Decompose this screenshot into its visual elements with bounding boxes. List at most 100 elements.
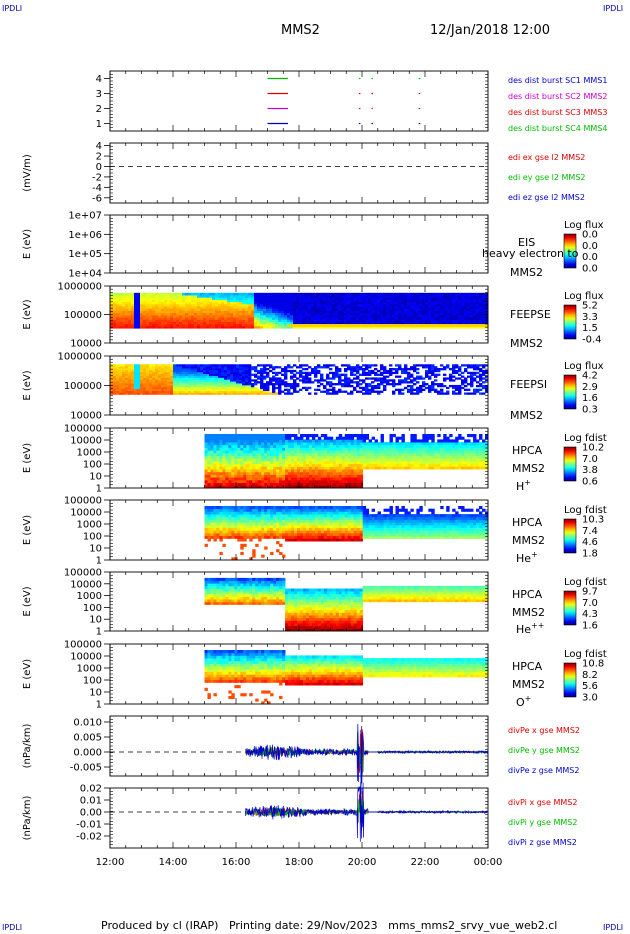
spectrogram-cell xyxy=(137,303,141,307)
spectrogram-cell xyxy=(242,314,246,318)
spectrogram-cell xyxy=(233,299,237,303)
spectrogram-cell xyxy=(267,442,271,446)
spectrogram-cell xyxy=(218,312,222,316)
spectrogram-cell xyxy=(276,444,280,448)
spectrogram-cell xyxy=(255,485,259,489)
spectrogram-cell xyxy=(413,388,417,391)
spectrogram-cell xyxy=(305,312,309,316)
spectrogram-cell xyxy=(350,450,355,454)
spectrogram-cell xyxy=(338,321,342,325)
spectrogram-cell xyxy=(263,371,267,375)
spectrogram-cell xyxy=(425,369,429,373)
spectrogram-cell xyxy=(350,371,354,375)
spectrogram-cell xyxy=(431,325,435,329)
spectrogram-cell xyxy=(275,303,279,307)
spectrogram-cell xyxy=(242,375,246,378)
spectrogram-cell xyxy=(263,317,267,320)
spectrogram-cell xyxy=(125,392,129,395)
spectrogram-cell xyxy=(278,381,282,384)
spectrogram-cell xyxy=(242,390,246,393)
spectrogram-cell xyxy=(464,368,468,371)
spectrogram-cell xyxy=(326,297,330,300)
spectrogram-cell xyxy=(158,388,162,391)
spectrogram-cell xyxy=(164,323,168,327)
spectrogram-cell xyxy=(206,317,210,320)
spectrogram-cell xyxy=(464,377,468,380)
spectrogram-cell xyxy=(234,452,238,456)
spectrogram-cell xyxy=(416,301,420,305)
spectrogram-cell xyxy=(317,319,321,322)
spectrogram-cell xyxy=(218,303,222,307)
spectrogram-cell xyxy=(119,371,123,375)
spectrogram-cell xyxy=(407,301,411,305)
spectrogram-cell xyxy=(161,366,165,369)
spectrogram-cell xyxy=(155,368,159,371)
spectrogram-cell xyxy=(164,301,168,305)
spectrogram-cell xyxy=(368,377,372,380)
spectrogram-cell xyxy=(209,364,213,367)
spectrogram-cell xyxy=(305,444,310,448)
spectrogram-cell xyxy=(254,381,258,384)
spectrogram-cell xyxy=(467,319,471,322)
spectrogram-cell xyxy=(317,295,321,298)
spectrogram-cell xyxy=(374,319,378,322)
spectrogram-cell xyxy=(251,379,255,382)
spectrogram-cell xyxy=(158,373,162,376)
spectrogram-cell xyxy=(206,381,210,384)
spectrogram-cell xyxy=(231,479,235,483)
spectrogram-cell xyxy=(290,383,294,386)
spectrogram-cell xyxy=(230,364,234,367)
spectrogram-cell xyxy=(158,377,162,380)
spectrogram-cell xyxy=(251,314,255,318)
spectrogram-cell xyxy=(234,450,238,454)
spectrogram-cell xyxy=(185,377,189,380)
spectrogram-cell xyxy=(215,301,219,305)
spectrogram-cell xyxy=(308,325,312,329)
spectrogram-cell xyxy=(323,471,328,475)
spectrogram-cell xyxy=(383,369,387,373)
spectrogram-cell xyxy=(288,447,292,451)
spectrogram-cell xyxy=(233,292,237,296)
spectrogram-cell xyxy=(380,381,384,384)
spectrogram-cell xyxy=(425,383,429,386)
spectrogram-cell xyxy=(365,299,369,303)
spectrogram-cell xyxy=(239,368,243,371)
spectrogram-cell xyxy=(191,317,195,320)
spectrogram-cell xyxy=(392,392,396,395)
spectrogram-cell xyxy=(371,306,375,309)
spectrogram-cell xyxy=(458,295,462,298)
spectrogram-cell xyxy=(291,466,295,470)
spectrogram-cell xyxy=(437,308,441,311)
spectrogram-cell xyxy=(437,368,441,371)
spectrogram-cell xyxy=(291,455,295,459)
spectrogram-cell xyxy=(452,310,456,314)
spectrogram-cell xyxy=(200,369,204,373)
spectrogram-cell xyxy=(293,379,297,382)
spectrogram-cell xyxy=(233,381,237,384)
spectrogram-cell xyxy=(170,366,174,369)
spectrogram-cell xyxy=(461,301,465,305)
spectrogram-cell xyxy=(185,368,189,371)
spectrogram-cell xyxy=(416,308,420,311)
spectrogram-cell xyxy=(222,458,226,462)
spectrogram-cell xyxy=(158,310,162,314)
spectrogram-cell xyxy=(216,485,220,489)
spectrogram-cell xyxy=(341,383,345,386)
spectrogram-cell xyxy=(248,383,252,386)
spectrogram-cell xyxy=(267,458,271,462)
spectrogram-cell xyxy=(158,295,162,298)
spectrogram-cell xyxy=(395,371,399,375)
spectrogram-cell xyxy=(443,306,447,309)
spectrogram-cell xyxy=(413,366,417,369)
spectrogram-cell xyxy=(188,377,192,380)
spectrogram-cell xyxy=(365,310,369,314)
spectrogram-cell xyxy=(228,479,232,483)
spectrogram-cell xyxy=(255,474,259,478)
spectrogram-cell xyxy=(431,299,435,303)
spectrogram-cell xyxy=(317,381,321,384)
spectrogram-cell xyxy=(170,297,174,300)
spectrogram-cell xyxy=(326,308,330,311)
spectrogram-cell xyxy=(443,377,447,380)
spectrogram-cell xyxy=(269,317,273,320)
spectrogram-cell xyxy=(158,314,162,318)
